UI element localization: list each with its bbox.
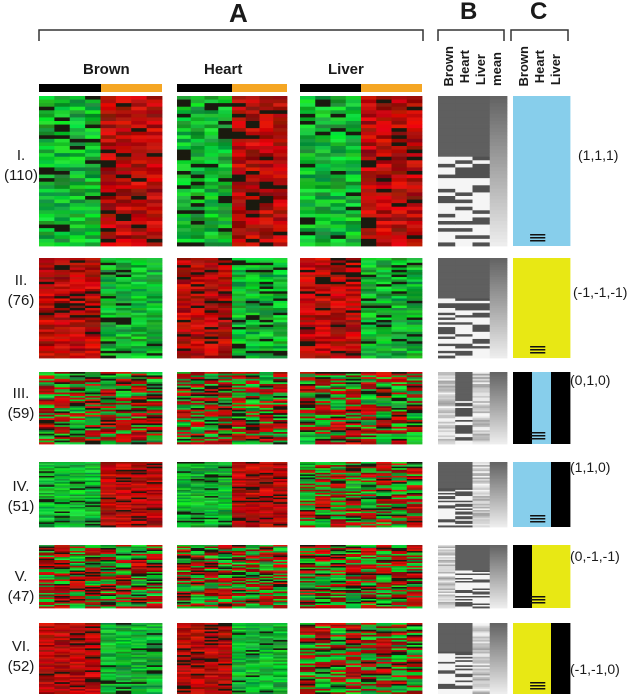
bracket-c bbox=[510, 29, 569, 41]
bracket-a bbox=[38, 29, 424, 41]
cluster-4-pattern: (1,1,0) bbox=[570, 459, 611, 475]
heatmap-cluster1-brown bbox=[39, 96, 163, 247]
c-col-brown: Brown bbox=[516, 46, 531, 87]
condition-bar-light-1 bbox=[101, 84, 162, 92]
tissue-label-liver: Liver bbox=[328, 61, 364, 78]
cluster-2-label: II. (76) bbox=[7, 272, 35, 309]
heatmap-cluster5-heart bbox=[177, 545, 288, 609]
cluster-5-pattern: (0,-1,-1) bbox=[570, 548, 620, 564]
condition-bar-light-3 bbox=[361, 84, 422, 92]
heatmap-cluster4-liver bbox=[300, 462, 423, 528]
rank-panel-cluster4 bbox=[438, 462, 508, 528]
cluster-3-pattern: (0,1,0) bbox=[570, 372, 611, 388]
state-panel-cluster3 bbox=[513, 372, 571, 444]
cluster-6-label: VI. (52) bbox=[7, 638, 35, 675]
rank-panel-cluster1 bbox=[438, 96, 508, 247]
heatmap-cluster3-brown bbox=[39, 372, 163, 445]
c-col-heart: Heart bbox=[532, 50, 547, 84]
condition-bar-dark-3 bbox=[300, 84, 361, 92]
tissue-label-heart: Heart bbox=[204, 61, 243, 78]
b-col-brown: Brown bbox=[441, 46, 456, 87]
b-col-mean: mean bbox=[489, 52, 504, 86]
state-panel-cluster4 bbox=[513, 462, 571, 527]
b-col-heart: Heart bbox=[457, 50, 472, 84]
heatmap-cluster6-heart bbox=[177, 623, 288, 695]
heatmap-cluster3-heart bbox=[177, 372, 288, 445]
cluster-1-label: I. (110) bbox=[4, 147, 38, 184]
b-col-liver: Liver bbox=[473, 54, 488, 86]
heatmap-cluster6-liver bbox=[300, 623, 423, 695]
rank-panel-cluster2 bbox=[438, 258, 508, 359]
cluster-2-pattern: (-1,-1,-1) bbox=[573, 284, 628, 300]
heatmap-cluster5-brown bbox=[39, 545, 163, 609]
bracket-b bbox=[437, 29, 505, 41]
heatmap-cluster3-liver bbox=[300, 372, 423, 445]
heatmap-cluster2-brown bbox=[39, 258, 163, 359]
cluster-6-pattern: (-1,-1,0) bbox=[570, 661, 620, 677]
cluster-1-pattern: (1,1,1) bbox=[578, 147, 619, 163]
condition-bar-dark-2 bbox=[177, 84, 232, 92]
heatmap-cluster5-liver bbox=[300, 545, 423, 609]
panel-label-b: B bbox=[460, 0, 478, 25]
rank-panel-cluster3 bbox=[438, 372, 508, 445]
condition-bar-dark-1 bbox=[39, 84, 101, 92]
cluster-5-label: V. (47) bbox=[7, 568, 35, 605]
state-panel-cluster5 bbox=[513, 545, 571, 608]
panel-label-a: A bbox=[229, 0, 248, 28]
state-panel-cluster2 bbox=[513, 258, 571, 358]
rank-panel-cluster5 bbox=[438, 545, 508, 609]
c-col-liver: Liver bbox=[548, 54, 563, 86]
state-panel-cluster6 bbox=[513, 623, 571, 694]
cluster-3-label: III. (59) bbox=[7, 385, 35, 422]
tissue-label-brown: Brown bbox=[83, 61, 130, 78]
heatmap-cluster1-liver bbox=[300, 96, 423, 247]
cluster-4-label: IV. (51) bbox=[7, 478, 35, 515]
state-panel-cluster1 bbox=[513, 96, 571, 246]
condition-bar-light-2 bbox=[232, 84, 287, 92]
heatmap-cluster6-brown bbox=[39, 623, 163, 695]
heatmap-cluster4-brown bbox=[39, 462, 163, 528]
heatmap-cluster2-heart bbox=[177, 258, 288, 359]
heatmap-cluster4-heart bbox=[177, 462, 288, 528]
heatmap-cluster2-liver bbox=[300, 258, 423, 359]
panel-label-c: C bbox=[530, 0, 548, 25]
rank-panel-cluster6 bbox=[438, 623, 508, 695]
heatmap-cluster1-heart bbox=[177, 96, 288, 247]
